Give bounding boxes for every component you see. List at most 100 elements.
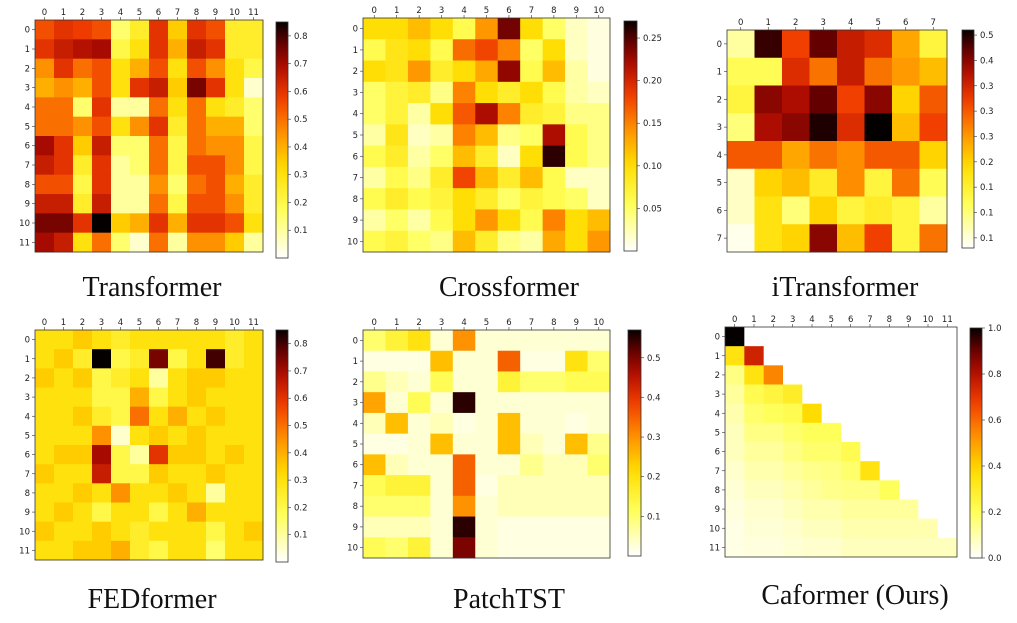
heatmap-cell bbox=[363, 392, 386, 414]
heatmap-cell bbox=[149, 97, 169, 118]
heatmap-cell bbox=[783, 442, 803, 462]
y-tick-label: 8 bbox=[715, 486, 720, 496]
heatmap-panel: 0 1 2 3 4 5 6 7 8 9 10 11 0 1 2 3 4 5 6 7 8 9 10 11 0.1 0.2 0.3 0.4… bbox=[19, 318, 307, 615]
heatmap-cell bbox=[497, 330, 521, 352]
heatmap-cell bbox=[363, 230, 386, 253]
heatmap-cell bbox=[363, 516, 386, 538]
x-tick-label: 3 bbox=[821, 18, 826, 28]
heatmap-cell bbox=[587, 475, 611, 497]
x-tick-label: 2 bbox=[793, 18, 798, 28]
heatmap-cell bbox=[860, 384, 881, 405]
heatmap-cell bbox=[244, 58, 264, 79]
heatmap-cell bbox=[587, 495, 611, 517]
x-tick-label: 3 bbox=[439, 6, 444, 16]
heatmap-cell bbox=[520, 537, 544, 559]
heatmap-cell bbox=[385, 350, 409, 372]
heatmap-frame bbox=[34, 329, 264, 561]
heatmap-cell bbox=[111, 464, 131, 484]
heatmap-cell bbox=[73, 58, 93, 79]
heatmap-cell bbox=[565, 330, 588, 352]
heatmap-cell bbox=[73, 483, 93, 503]
heatmap-cell bbox=[754, 141, 783, 170]
heatmap-cell bbox=[130, 368, 150, 388]
heatmap-cell bbox=[725, 442, 745, 462]
heatmap-cell bbox=[35, 97, 55, 118]
heatmap-cell bbox=[763, 461, 784, 481]
heatmap-cell bbox=[821, 518, 842, 539]
heatmap-cell bbox=[187, 502, 207, 523]
heatmap-cell bbox=[111, 58, 131, 79]
heatmap-cell bbox=[475, 188, 499, 210]
heatmap-cell bbox=[225, 232, 245, 253]
heatmap-cell bbox=[452, 392, 476, 414]
y-tick-label: 0 bbox=[25, 26, 30, 36]
heatmap-cell bbox=[782, 224, 810, 253]
heatmap-cell bbox=[385, 124, 409, 147]
heatmap-cell bbox=[841, 403, 861, 424]
heatmap-cell bbox=[54, 502, 74, 523]
colorbar-tick-label: 0.3 bbox=[980, 132, 994, 142]
heatmap-cell bbox=[919, 141, 948, 170]
heatmap-cell bbox=[837, 224, 865, 253]
heatmap-cell bbox=[187, 97, 207, 118]
heatmap-cell bbox=[149, 39, 169, 60]
heatmap-cell bbox=[54, 58, 74, 79]
heatmap-cell bbox=[73, 445, 93, 465]
heatmap-cell bbox=[497, 392, 521, 414]
y-tick-label: 8 bbox=[353, 195, 358, 205]
heatmap-cell bbox=[206, 78, 226, 98]
heatmap-cell bbox=[225, 483, 245, 503]
heatmap-cell bbox=[73, 232, 93, 253]
heatmap-cell bbox=[168, 540, 188, 561]
heatmap-cell bbox=[206, 330, 226, 350]
heatmap-cell bbox=[407, 60, 431, 83]
heatmap-cell bbox=[73, 136, 93, 156]
heatmap-cell bbox=[363, 81, 386, 104]
heatmap-cell bbox=[754, 113, 783, 142]
heatmap-cell bbox=[475, 166, 499, 189]
heatmap-cell bbox=[430, 371, 454, 393]
heatmap-cell bbox=[763, 346, 784, 366]
heatmap-cell bbox=[841, 346, 861, 366]
heatmap-cell bbox=[763, 499, 784, 520]
heatmap-cell bbox=[864, 141, 893, 170]
heatmap-cell bbox=[407, 392, 431, 414]
heatmap-cell bbox=[168, 349, 188, 369]
heatmap-cell bbox=[206, 368, 226, 388]
colorbar-tick-label: 0.4 bbox=[988, 462, 1002, 472]
heatmap-cell bbox=[385, 330, 409, 352]
colorbar bbox=[275, 21, 289, 259]
heatmap-cell bbox=[542, 412, 566, 435]
heatmap-cell bbox=[206, 425, 226, 446]
heatmap-cell bbox=[206, 116, 226, 137]
heatmap-cell bbox=[407, 39, 431, 61]
heatmap-cell bbox=[225, 97, 245, 118]
heatmap-cell bbox=[168, 387, 188, 408]
heatmap-cell bbox=[809, 57, 838, 86]
y-tick-label: 2 bbox=[715, 371, 720, 381]
heatmap-cell bbox=[899, 384, 919, 405]
heatmap-cell bbox=[149, 20, 169, 40]
heatmap-cell bbox=[497, 475, 521, 497]
heatmap-cell bbox=[111, 368, 131, 388]
heatmap-cell bbox=[206, 483, 226, 503]
colorbar-tick-label: 0.1 bbox=[980, 234, 994, 244]
heatmap-cell bbox=[744, 365, 765, 385]
heatmap-frame bbox=[724, 326, 958, 558]
heatmap-cell bbox=[149, 521, 169, 542]
x-tick-label: 11 bbox=[942, 315, 953, 325]
heatmap-cell bbox=[111, 20, 131, 40]
x-tick-label: 4 bbox=[461, 6, 466, 16]
y-tick-label: 11 bbox=[19, 238, 30, 248]
heatmap-cell bbox=[430, 188, 454, 210]
colorbar-tick-label: 0.6 bbox=[294, 394, 308, 404]
heatmap-cell bbox=[92, 116, 112, 137]
heatmap-cell bbox=[497, 124, 521, 147]
heatmap-cell bbox=[542, 188, 566, 210]
heatmap-cell bbox=[149, 194, 169, 214]
heatmap-cell bbox=[187, 483, 207, 503]
heatmap-cell bbox=[244, 425, 264, 446]
heatmap-cell bbox=[837, 30, 865, 59]
heatmap-cell bbox=[206, 349, 226, 369]
heatmap-cell bbox=[430, 412, 454, 435]
